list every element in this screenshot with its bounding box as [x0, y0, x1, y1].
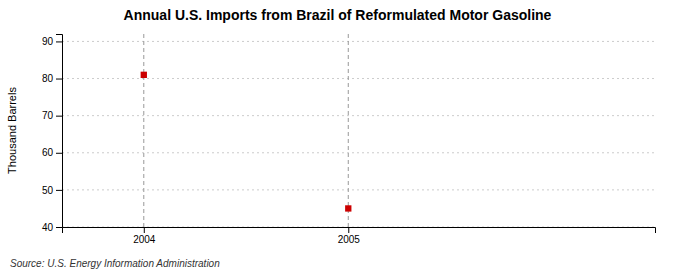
y-grid-line [62, 189, 655, 190]
y-axis-line [56, 35, 63, 228]
y-grid-line [62, 41, 655, 42]
y-tick-label: 90 [42, 36, 54, 47]
y-tick-mark [56, 190, 62, 191]
points [141, 72, 352, 212]
y-tick-mark [56, 153, 62, 154]
y-tick: 60 [42, 147, 62, 158]
x-grid-line [348, 34, 349, 227]
y-tick-mark [56, 79, 62, 80]
y-tick: 50 [42, 185, 62, 196]
x-tick: 2005 [338, 227, 361, 245]
x-axis: 2004 2005 [63, 227, 656, 245]
y-grid-line [62, 152, 655, 153]
chart: 2004 2005 40 50 60 70 80 90 Annual U.S. Imports … [0, 0, 675, 275]
y-tick: 80 [42, 73, 62, 84]
x-tick-mark [348, 227, 349, 233]
x-tick-label: 2005 [338, 234, 361, 245]
y-tick-label: 60 [42, 147, 54, 158]
y-tick-label: 70 [42, 110, 54, 121]
y-tick: 40 [42, 222, 62, 233]
y-grid-line [62, 115, 655, 116]
y-grid-line [62, 78, 655, 79]
x-tick: 2004 [133, 227, 156, 245]
title: Annual U.S. Imports from Brazil of Refor… [124, 7, 552, 23]
y-tick-mark [56, 41, 62, 42]
y-axis: 40 50 60 70 80 90 [42, 35, 63, 233]
y-axis-title: Thousand Barrels [6, 87, 18, 174]
y-tick: 70 [42, 110, 62, 121]
y-tick-label: 80 [42, 73, 54, 84]
y-tick-label: 40 [42, 222, 54, 233]
point [345, 205, 351, 211]
y-tick-label: 50 [42, 185, 54, 196]
y-tick-mark [56, 116, 62, 117]
plot: 2004 2005 40 50 60 70 80 90 [42, 34, 656, 245]
x-tick-label: 2004 [133, 234, 156, 245]
x-tick-mark [144, 227, 145, 233]
y-tick-mark [56, 227, 62, 228]
y-tick: 90 [42, 36, 62, 47]
x-axis-line [63, 228, 656, 234]
x-grid-line [143, 34, 144, 227]
source: Source: U.S. Energy Information Administ… [10, 258, 220, 269]
point [141, 72, 147, 78]
grid [62, 34, 655, 227]
